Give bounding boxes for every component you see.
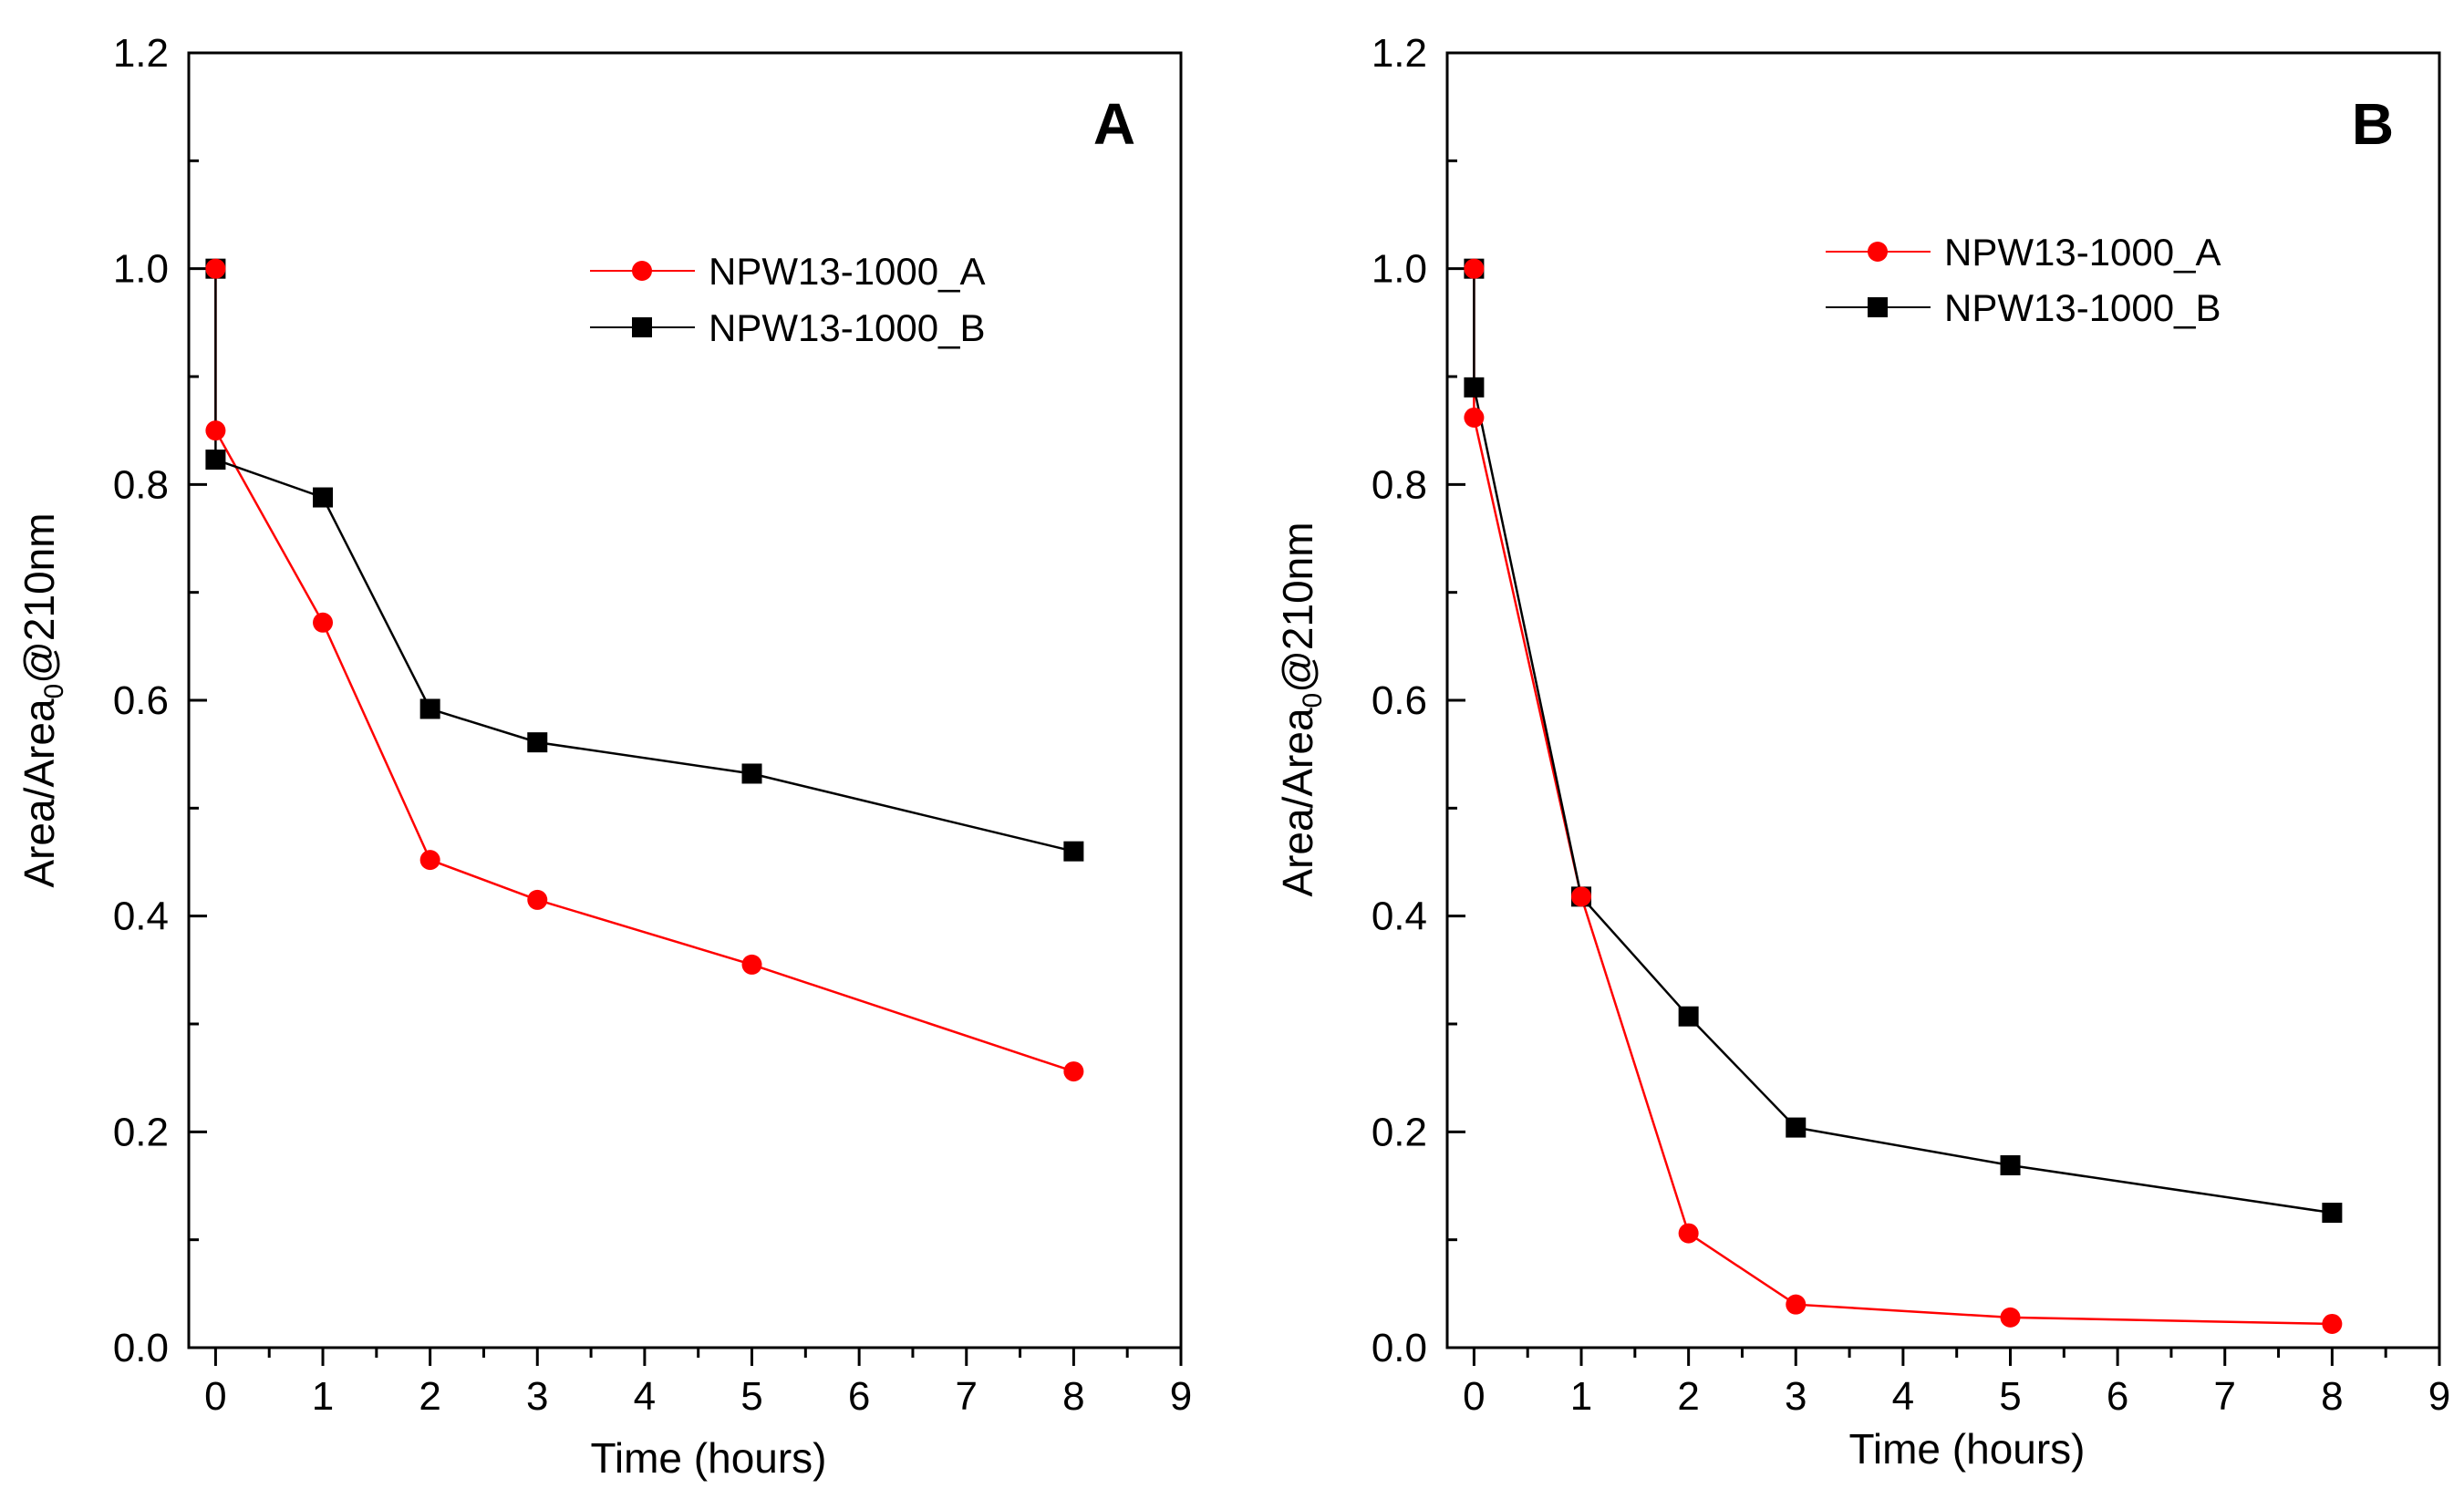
legend-label-series-b: NPW13-1000_B	[709, 306, 986, 349]
data-point-series-a	[2322, 1313, 2343, 1334]
data-point-series-a	[1063, 1061, 1084, 1082]
y-axis-title: Area/Area0@210nm	[1274, 522, 1328, 896]
x-tick-label: 8	[2321, 1374, 2343, 1419]
x-tick-label: 2	[419, 1374, 440, 1419]
y-ticks: 0.0 0.2 0.4 0.6 0.8 1.0 1.2	[113, 31, 207, 1370]
y-tick-label: 0.2	[113, 1110, 169, 1154]
data-point-series-b	[741, 763, 762, 784]
x-tick-label: 5	[740, 1374, 762, 1419]
x-tick-label: 0	[204, 1374, 226, 1419]
plot-area	[187, 51, 1183, 1349]
data-point-series-b	[2000, 1155, 2021, 1176]
x-ticks: 0 1 2 3 4 5 6 7 8 9	[204, 1348, 1192, 1419]
x-tick-label: 9	[2428, 1374, 2450, 1419]
series-lines	[1473, 268, 2333, 1326]
x-tick-label: 6	[2107, 1374, 2128, 1419]
series-markers	[1464, 258, 2343, 1334]
x-tick-label: 8	[1062, 1374, 1084, 1419]
legend-marker-series-a	[632, 261, 652, 281]
x-tick-label: 4	[1892, 1374, 1914, 1419]
data-point-series-a	[741, 954, 762, 975]
series-markers	[205, 258, 1084, 1082]
chart-panel-a: 0.0 0.2 0.4 0.6 0.8 1.0 1.2 0 1 2 3 4 5 6 7 8 9 A NPW13…	[16, 31, 1192, 1482]
x-tick-label: 7	[2214, 1374, 2236, 1419]
data-point-series-a	[205, 258, 226, 279]
y-axis-title: Area/Area0@210nm	[16, 512, 69, 887]
data-point-series-b	[1464, 377, 1485, 398]
legend-label-series-a: NPW13-1000_A	[1944, 231, 2221, 274]
x-tick-label: 2	[1677, 1374, 1699, 1419]
data-point-series-a	[419, 850, 440, 871]
y-tick-label: 1.2	[113, 31, 169, 76]
data-point-series-b	[1786, 1117, 1807, 1138]
data-point-series-a	[1571, 886, 1592, 907]
data-point-series-a	[527, 889, 548, 910]
y-tick-label: 0.4	[113, 894, 169, 939]
x-ticks: 0 1 2 3 4 5 6 7 8 9	[1463, 1348, 2450, 1419]
series-line-b	[1473, 268, 2333, 1215]
data-point-series-a	[1786, 1294, 1807, 1315]
y-tick-label: 0.8	[1372, 462, 1427, 507]
x-tick-label: 9	[1170, 1374, 1192, 1419]
x-axis-title: Time (hours)	[1849, 1425, 2086, 1473]
x-axis-title: Time (hours)	[591, 1434, 827, 1482]
data-point-series-a	[205, 420, 226, 441]
x-tick-label: 0	[1463, 1374, 1485, 1419]
x-tick-label: 3	[526, 1374, 548, 1419]
series-line-a	[214, 268, 1074, 1073]
legend: NPW13-1000_A NPW13-1000_B	[590, 250, 986, 349]
legend: NPW13-1000_A NPW13-1000_B	[1826, 231, 2221, 329]
y-tick-label: 1.0	[1372, 247, 1427, 292]
y-tick-label: 0.0	[1372, 1326, 1427, 1370]
x-tick-label: 3	[1785, 1374, 1807, 1419]
data-point-series-a	[1464, 407, 1485, 428]
data-point-series-a	[313, 612, 334, 633]
data-point-series-b	[1678, 1006, 1699, 1027]
series-lines	[214, 268, 1074, 1073]
legend-marker-series-b	[1868, 297, 1888, 317]
data-point-series-a	[1464, 258, 1485, 279]
x-tick-label: 1	[1570, 1374, 1592, 1419]
x-tick-label: 6	[848, 1374, 870, 1419]
data-point-series-b	[313, 487, 334, 508]
y-tick-label: 1.2	[1372, 31, 1427, 76]
legend-label-series-a: NPW13-1000_A	[709, 250, 986, 293]
x-tick-label: 1	[312, 1374, 334, 1419]
x-tick-label: 4	[634, 1374, 656, 1419]
data-point-series-a	[1678, 1223, 1699, 1244]
series-line-b	[214, 268, 1074, 853]
data-point-series-b	[527, 732, 548, 753]
y-tick-label: 0.0	[113, 1326, 169, 1370]
data-point-series-b	[2322, 1203, 2343, 1224]
panel-label: A	[1093, 91, 1135, 157]
legend-marker-series-b	[632, 317, 652, 337]
y-ticks: 0.0 0.2 0.4 0.6 0.8 1.0 1.2	[1372, 31, 1465, 1370]
data-point-series-a	[2000, 1307, 2021, 1328]
legend-label-series-b: NPW13-1000_B	[1944, 286, 2221, 329]
data-point-series-b	[419, 698, 440, 719]
y-tick-label: 0.8	[113, 462, 169, 507]
y-tick-label: 0.2	[1372, 1110, 1427, 1154]
data-point-series-b	[205, 450, 226, 470]
data-point-series-b	[1063, 841, 1084, 862]
y-tick-label: 1.0	[113, 247, 169, 292]
x-tick-label: 5	[1999, 1374, 2021, 1419]
y-tick-label: 0.6	[113, 678, 169, 723]
y-tick-label: 0.6	[1372, 678, 1427, 723]
panel-label: B	[2352, 91, 2394, 157]
x-tick-label: 7	[956, 1374, 978, 1419]
y-tick-label: 0.4	[1372, 894, 1427, 939]
chart-panel-b: 0.0 0.2 0.4 0.6 0.8 1.0 1.2 0 1 2 3 4 5 6 7 8 9 B NPW13…	[1274, 31, 2450, 1473]
legend-marker-series-a	[1868, 242, 1888, 262]
series-line-a	[1473, 268, 2333, 1326]
